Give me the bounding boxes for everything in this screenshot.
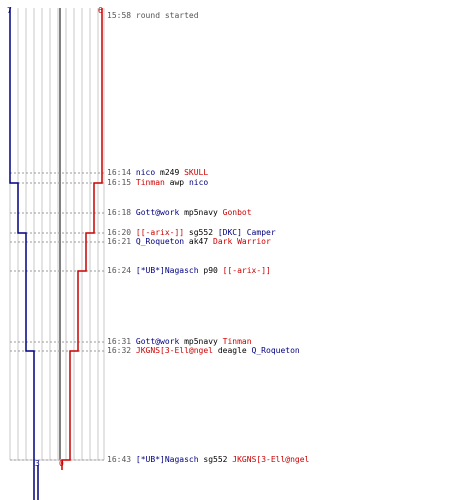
victim-name: Tinman — [222, 337, 252, 346]
event-time: 16:15 — [107, 178, 132, 187]
event-time: 16:32 — [107, 346, 132, 355]
event-message: round started — [135, 11, 199, 20]
event-time: 16:21 — [107, 237, 132, 246]
weapon-name: deagle — [217, 346, 247, 355]
killer-name: Tinman — [135, 178, 165, 187]
killer-name: nico — [135, 168, 156, 177]
killer-name: [*UB*]Nagasch — [135, 266, 199, 275]
victim-name: [DKC] Camper — [217, 228, 276, 237]
victim-name: SKULL — [184, 168, 209, 177]
red-team-start-count: 6 — [98, 6, 103, 15]
event-row: 16:31 Gott@work mp5navy Tinman — [107, 337, 252, 347]
killer-name: Gott@work — [135, 337, 180, 346]
killer-name: [[-arix-]] — [135, 228, 185, 237]
victim-name: [[-arix-]] — [222, 266, 271, 275]
event-row: 16:32 JKGNS[3-Ell@ngel deagle Q_Roqueton — [107, 346, 300, 356]
event-row: 15:58 round started — [107, 11, 199, 21]
event-row: 16:15 Tinman awp nico — [107, 178, 208, 188]
weapon-name: sg552 — [188, 228, 214, 237]
victim-name: Q_Roqueton — [251, 346, 300, 355]
event-time: 16:24 — [107, 266, 132, 275]
event-row: 16:43 [*UB*]Nagasch sg552 JKGNS[3-Ell@ng… — [107, 455, 309, 465]
event-row: 16:18 Gott@work mp5navy Gonbot — [107, 208, 252, 218]
victim-name: JKGNS[3-Ell@ngel — [232, 455, 310, 464]
event-time: 16:43 — [107, 455, 132, 464]
event-time: 16:31 — [107, 337, 132, 346]
event-time: 15:58 — [107, 11, 132, 20]
event-time: 16:14 — [107, 168, 132, 177]
weapon-name: sg552 — [203, 455, 228, 464]
red-team-alive-line — [61, 8, 103, 470]
event-row: 16:21 Q_Roqueton ak47 Dark Warrior — [107, 237, 271, 247]
weapon-name: mp5navy — [184, 337, 218, 346]
blue-team-alive-line — [9, 8, 39, 500]
killer-name: JKGNS[3-Ell@ngel — [135, 346, 213, 355]
weapon-name: ak47 — [188, 237, 209, 246]
blue-team-start-count: 7 — [7, 6, 12, 15]
killer-name: Q_Roqueton — [135, 237, 185, 246]
event-time: 16:18 — [107, 208, 132, 217]
event-row: 16:20 [[-arix-]] sg552 [DKC] Camper — [107, 228, 276, 238]
killer-name: [*UB*]Nagasch — [135, 455, 199, 464]
event-row: 16:24 [*UB*]Nagasch p90 [[-arix-]] — [107, 266, 271, 276]
victim-name: nico — [188, 178, 209, 187]
blue-team-end-count: 3 — [35, 459, 40, 468]
event-time: 16:20 — [107, 228, 132, 237]
weapon-name: awp — [169, 178, 185, 187]
killer-name: Gott@work — [135, 208, 180, 217]
victim-name: Dark Warrior — [213, 237, 271, 246]
weapon-name: m249 — [160, 168, 180, 177]
weapon-name: mp5navy — [184, 208, 218, 217]
event-row: 16:14 nico m249 SKULL — [107, 168, 208, 178]
weapon-name: p90 — [203, 266, 218, 275]
red-team-end-count: 0 — [59, 459, 64, 468]
victim-name: Gonbot — [222, 208, 252, 217]
